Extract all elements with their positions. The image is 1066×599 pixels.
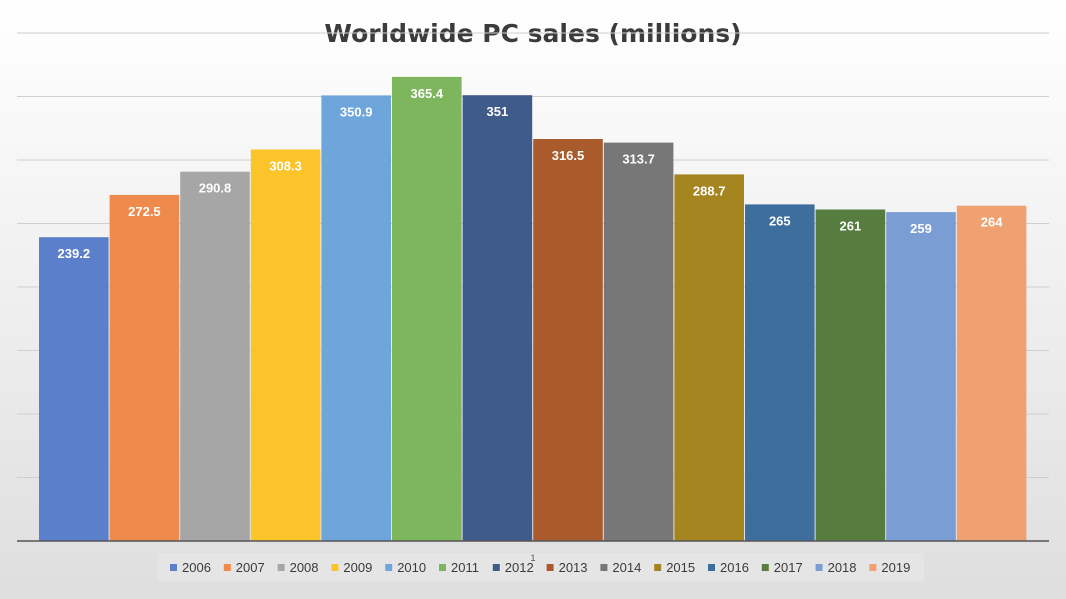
legend-label: 2012: [505, 560, 534, 575]
bar-2016: [745, 204, 815, 541]
data-label-2015: 288.7: [693, 183, 726, 198]
bar-2018: [886, 212, 956, 541]
bar-2007: [109, 194, 180, 541]
data-label-2014: 313.7: [622, 152, 655, 167]
bar-2012: [462, 95, 533, 541]
legend-swatch: [815, 564, 823, 571]
bar-2010: [321, 95, 391, 542]
legend-item-2009: 2009: [331, 560, 372, 575]
data-label-2019: 264: [981, 215, 1003, 230]
bar-2006: [39, 237, 109, 541]
legend-item-2013: 2013: [546, 560, 588, 575]
legend-swatch: [223, 564, 231, 571]
stray-text: 1: [530, 553, 535, 563]
legend-item-2016: 2016: [708, 560, 749, 575]
bar-2015: [674, 174, 744, 541]
legend-item-2014: 2014: [600, 560, 641, 575]
bar-2009: [250, 149, 321, 541]
legend-swatch: [170, 564, 177, 571]
bar-2017: [815, 209, 886, 541]
legend-swatch: [439, 564, 446, 571]
legend-label: 2013: [559, 560, 588, 575]
legend-item-2012: 2012: [492, 560, 534, 575]
data-label-2013: 316.5: [552, 148, 585, 163]
bar-2013: [533, 139, 603, 541]
legend-item-2008: 2008: [277, 560, 319, 575]
legend-item-2006: 2006: [170, 560, 211, 575]
legend-swatch: [492, 564, 500, 571]
bar-2011: [392, 76, 462, 542]
bar-2008: [180, 171, 250, 541]
bar-labels: 239.2 272.5 290.8 308.3 350.9 365.4 351 316.5 31…: [58, 86, 1004, 261]
legend-swatch: [385, 564, 393, 571]
legend-swatch: [277, 564, 285, 571]
legend-item-2007: 2007: [223, 560, 265, 575]
legend-swatch: [331, 564, 339, 571]
legend-label: 2017: [774, 560, 803, 575]
legend-label: 2010: [397, 560, 426, 575]
legend-item-2015: 2015: [654, 560, 695, 575]
data-label-2017: 261: [840, 219, 862, 234]
legend-label: 2008: [290, 560, 319, 575]
legend-swatch: [869, 564, 877, 571]
legend-item-2011: 2011: [439, 560, 479, 575]
data-label-2009: 308.3: [269, 159, 302, 174]
legend-swatch: [708, 564, 715, 571]
legend-swatch: [654, 564, 662, 571]
data-label-2006: 239.2: [58, 246, 91, 261]
legend-swatch: [761, 564, 769, 571]
legend-label: 2018: [828, 560, 857, 575]
legend-item-2010: 2010: [385, 560, 426, 575]
legend-label: 2007: [236, 560, 265, 575]
legend-item-2019: 2019: [869, 560, 910, 575]
data-label-2012: 351: [487, 104, 509, 119]
legend-box: [158, 553, 924, 581]
legend-item-2017: 2017: [761, 560, 803, 575]
legend-label: 2016: [720, 560, 749, 575]
data-label-2008: 290.8: [199, 181, 232, 196]
legend-swatch: [546, 564, 554, 571]
legend-item-2018: 2018: [815, 560, 857, 575]
data-label-2011: 365.4: [411, 86, 444, 101]
data-label-2016: 265: [769, 213, 791, 228]
legend-label: 2009: [343, 560, 372, 575]
bar-2014: [603, 142, 674, 541]
data-label-2018: 259: [910, 221, 932, 236]
data-label-2007: 272.5: [128, 204, 161, 219]
bars: [39, 76, 1027, 542]
bar-2019: [956, 205, 1027, 541]
legend-swatch: [600, 564, 608, 571]
legend: 2006 2007 2008 2009 2010 2011 2012 2013 2014 2015…: [170, 560, 910, 575]
data-label-2010: 350.9: [340, 104, 373, 119]
legend-label: 2006: [182, 560, 211, 575]
legend-label: 2015: [666, 560, 695, 575]
legend-label: 2011: [451, 560, 479, 575]
legend-label: 2014: [612, 560, 641, 575]
legend-label: 2019: [881, 560, 910, 575]
